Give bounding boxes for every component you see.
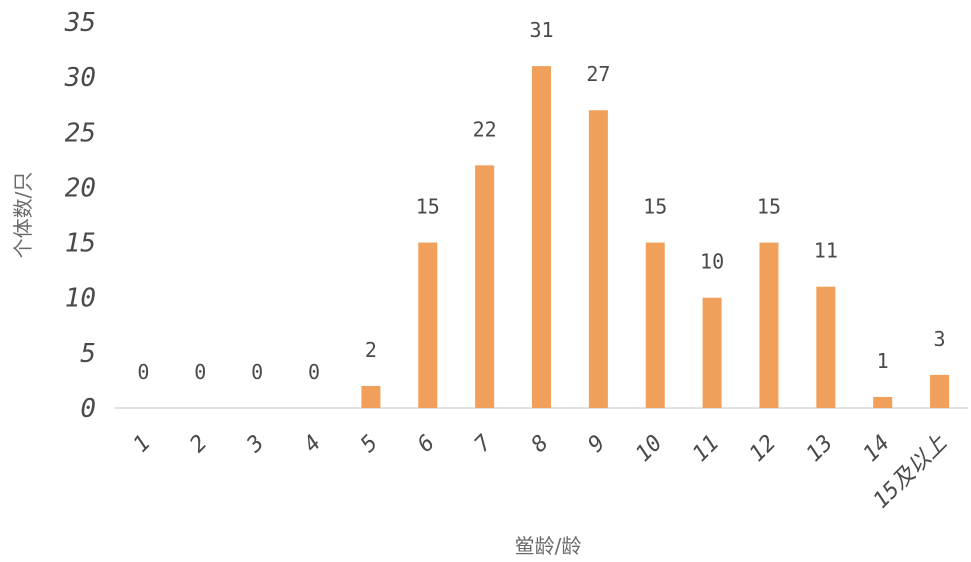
- x-tick-label: 12: [745, 431, 781, 467]
- data-label: 10: [700, 250, 724, 274]
- y-tick-label: 10: [65, 284, 96, 314]
- x-tick-label: 4: [299, 431, 326, 458]
- data-label: 15: [643, 195, 667, 219]
- x-tick-label: 8: [527, 431, 554, 458]
- bar: [361, 385, 381, 408]
- x-tick-label: 9: [584, 431, 611, 458]
- bar: [759, 242, 779, 408]
- x-tick-label: 3: [242, 431, 270, 459]
- y-tick-label: 35: [64, 8, 96, 38]
- y-axis-ticks: 0 5 10 15 20 25 30 35: [64, 8, 96, 424]
- bar: [418, 242, 438, 408]
- bar: [702, 297, 722, 408]
- bars: [361, 66, 950, 408]
- x-tick-label: 1: [129, 431, 156, 458]
- x-tick-label: 10: [631, 431, 667, 467]
- x-tick-label: 2: [185, 431, 212, 458]
- data-label: 0: [308, 360, 320, 384]
- data-label: 15: [416, 195, 440, 219]
- y-tick-label: 25: [65, 118, 96, 148]
- x-tick-label: 14: [859, 431, 895, 467]
- bar: [645, 242, 665, 408]
- data-label: 0: [251, 360, 263, 384]
- x-tick-label: 5: [356, 431, 383, 458]
- data-label: 0: [137, 360, 149, 384]
- bar: [816, 286, 836, 408]
- bar: [532, 66, 551, 408]
- bar: [873, 396, 893, 408]
- x-tick-label: 11: [688, 431, 724, 467]
- data-label: 15: [757, 195, 781, 219]
- y-tick-label: 0: [80, 394, 96, 424]
- y-tick-label: 20: [65, 173, 96, 203]
- bar: [588, 110, 608, 408]
- y-tick-label: 30: [64, 63, 96, 93]
- bar: [475, 165, 495, 408]
- data-label: 31: [529, 18, 553, 42]
- data-label: 0: [194, 360, 206, 384]
- x-tick-label: 6: [413, 431, 440, 458]
- x-tick-label: 7: [470, 430, 498, 458]
- data-label: 11: [814, 239, 838, 263]
- y-tick-label: 5: [80, 339, 96, 369]
- bar: [930, 374, 950, 408]
- data-label: 1: [877, 349, 889, 373]
- y-axis-title: 个体数/只: [11, 172, 35, 259]
- data-label: 3: [934, 327, 946, 351]
- data-label: 22: [473, 117, 497, 141]
- x-tick-label: 13: [802, 431, 838, 467]
- data-label: 27: [586, 62, 610, 86]
- data-label: 2: [365, 338, 377, 362]
- y-tick-label: 15: [65, 229, 96, 259]
- x-axis-title: 鲎龄/龄: [515, 534, 582, 558]
